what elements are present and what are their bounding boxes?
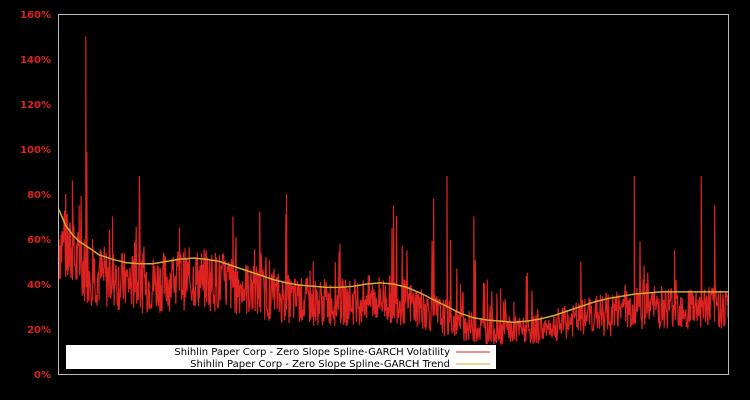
legend-box xyxy=(66,345,496,369)
y-tick-0: 0% xyxy=(34,370,51,381)
y-tick-60: 60% xyxy=(27,235,51,246)
plot-frame xyxy=(58,14,729,375)
legend-label-trend: Shihlin Paper Corp - Zero Slope Spline-G… xyxy=(190,359,450,370)
y-tick-160: 160% xyxy=(20,10,51,21)
y-tick-140: 140% xyxy=(20,55,51,66)
trend-line xyxy=(58,209,728,324)
y-tick-100: 100% xyxy=(20,145,51,156)
plot-area xyxy=(58,36,729,345)
y-tick-80: 80% xyxy=(27,190,51,201)
y-tick-20: 20% xyxy=(27,325,51,336)
legend-label-volatility: Shihlin Paper Corp - Zero Slope Spline-G… xyxy=(174,347,450,358)
y-tick-40: 40% xyxy=(27,280,51,291)
volatility-line xyxy=(58,36,729,345)
legend: Shihlin Paper Corp - Zero Slope Spline-G… xyxy=(66,345,496,370)
y-axis-labels: 0% 20% 40% 60% 80% 100% 120% 140% 160% xyxy=(20,10,51,381)
y-tick-120: 120% xyxy=(20,100,51,111)
